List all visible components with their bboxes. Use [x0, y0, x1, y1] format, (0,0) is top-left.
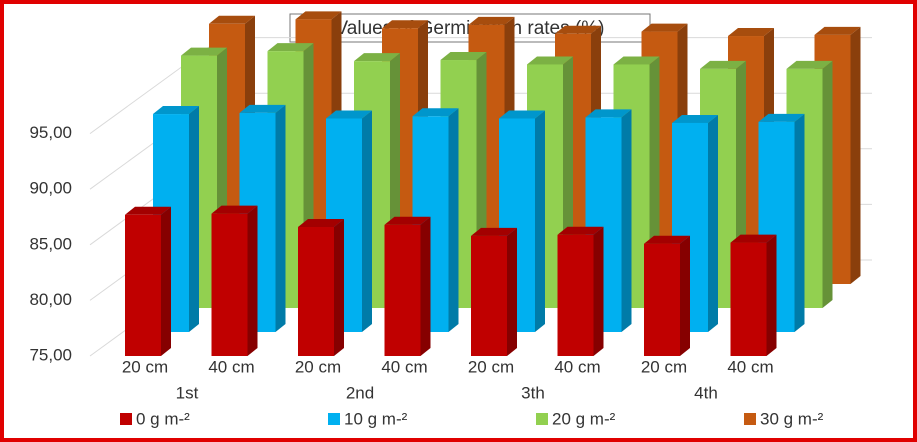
bar-face [814, 26, 861, 35]
bar-face [555, 25, 601, 34]
x-tick-label: 20 cm [295, 357, 341, 376]
group-label: 2nd [346, 383, 374, 402]
bar-face [728, 28, 774, 37]
y-tick-label: 95,00 [29, 123, 72, 142]
bar-face [557, 234, 594, 356]
bar-face [326, 110, 372, 119]
bar-face [384, 216, 431, 225]
bar-face [125, 206, 171, 215]
group-label: 1st [176, 383, 199, 402]
x-tick-label: 40 cm [381, 357, 427, 376]
bar-face [794, 113, 805, 332]
bar [384, 216, 431, 356]
bar [730, 234, 777, 356]
bar-face [557, 226, 604, 235]
bar-face [672, 114, 718, 123]
legend-label: 30 g m-² [760, 409, 824, 428]
bar-face [440, 52, 487, 61]
bar-face [730, 242, 767, 356]
bar-face [209, 15, 255, 24]
bar-face [382, 20, 428, 29]
y-tick-label: 75,00 [29, 345, 72, 364]
bar-face [181, 47, 227, 56]
y-tick-label: 85,00 [29, 234, 72, 253]
bar-face [700, 60, 746, 69]
bar [644, 235, 690, 356]
x-tick-label: 40 cm [554, 357, 600, 376]
bar-face [247, 205, 258, 356]
bar-face [708, 114, 718, 332]
bar-face [153, 106, 199, 115]
bar-face [535, 110, 545, 332]
bar [471, 227, 517, 356]
x-tick-label: 20 cm [122, 357, 168, 376]
bar [557, 226, 604, 356]
bar-face [420, 216, 431, 356]
x-tick-label: 40 cm [208, 357, 254, 376]
bar-face [585, 109, 632, 118]
bar-face [354, 53, 400, 62]
bar-face [275, 104, 286, 332]
bar-face [730, 234, 777, 243]
legend-swatch [328, 413, 340, 425]
bar-face [471, 227, 517, 236]
legend-swatch [744, 413, 756, 425]
bar-face [334, 219, 344, 356]
bar-face [593, 226, 604, 356]
legend-label: 10 g m-² [344, 409, 408, 428]
legend-swatch [120, 413, 132, 425]
group-label: 3th [521, 383, 545, 402]
bar-face [362, 110, 372, 332]
bar-face [384, 224, 421, 356]
bar-face [680, 235, 690, 356]
bar-face [644, 235, 690, 244]
x-tick-label: 20 cm [468, 357, 514, 376]
bar-face [239, 104, 286, 113]
x-tick-label: 40 cm [727, 357, 773, 376]
x-tick-label: 20 cm [641, 357, 687, 376]
bar-face [468, 16, 515, 25]
bar-face [641, 23, 688, 32]
bar-face [211, 213, 248, 356]
bar [125, 206, 171, 356]
bar-face [295, 11, 342, 20]
bar-face [298, 219, 344, 228]
bar-face [850, 26, 861, 285]
bar-face [621, 109, 632, 332]
bar [211, 205, 258, 356]
bar-face [758, 113, 805, 122]
bar-face [189, 106, 199, 332]
bar-face [527, 56, 573, 65]
legend-label: 20 g m-² [552, 409, 616, 428]
bar-face [471, 235, 507, 356]
bar-face [822, 60, 833, 308]
bar [298, 219, 344, 356]
bar [499, 110, 545, 332]
bar-face [125, 214, 161, 356]
bar-face [786, 60, 833, 69]
bar-face [644, 243, 680, 356]
y-tick-label: 90,00 [29, 179, 72, 198]
bar-face [766, 234, 777, 356]
bar-face [211, 205, 258, 214]
bar-face [412, 108, 459, 117]
legend-swatch [536, 413, 548, 425]
bar-face [267, 43, 314, 52]
group-label: 4th [694, 383, 718, 402]
bar-face [161, 206, 171, 356]
bar-face [499, 110, 545, 119]
legend-label: 0 g m-² [136, 409, 190, 428]
bar-face [298, 227, 334, 356]
y-tick-label: 80,00 [29, 290, 72, 309]
bar-face [507, 227, 517, 356]
bar-face [448, 108, 459, 332]
bar-face [613, 56, 660, 65]
